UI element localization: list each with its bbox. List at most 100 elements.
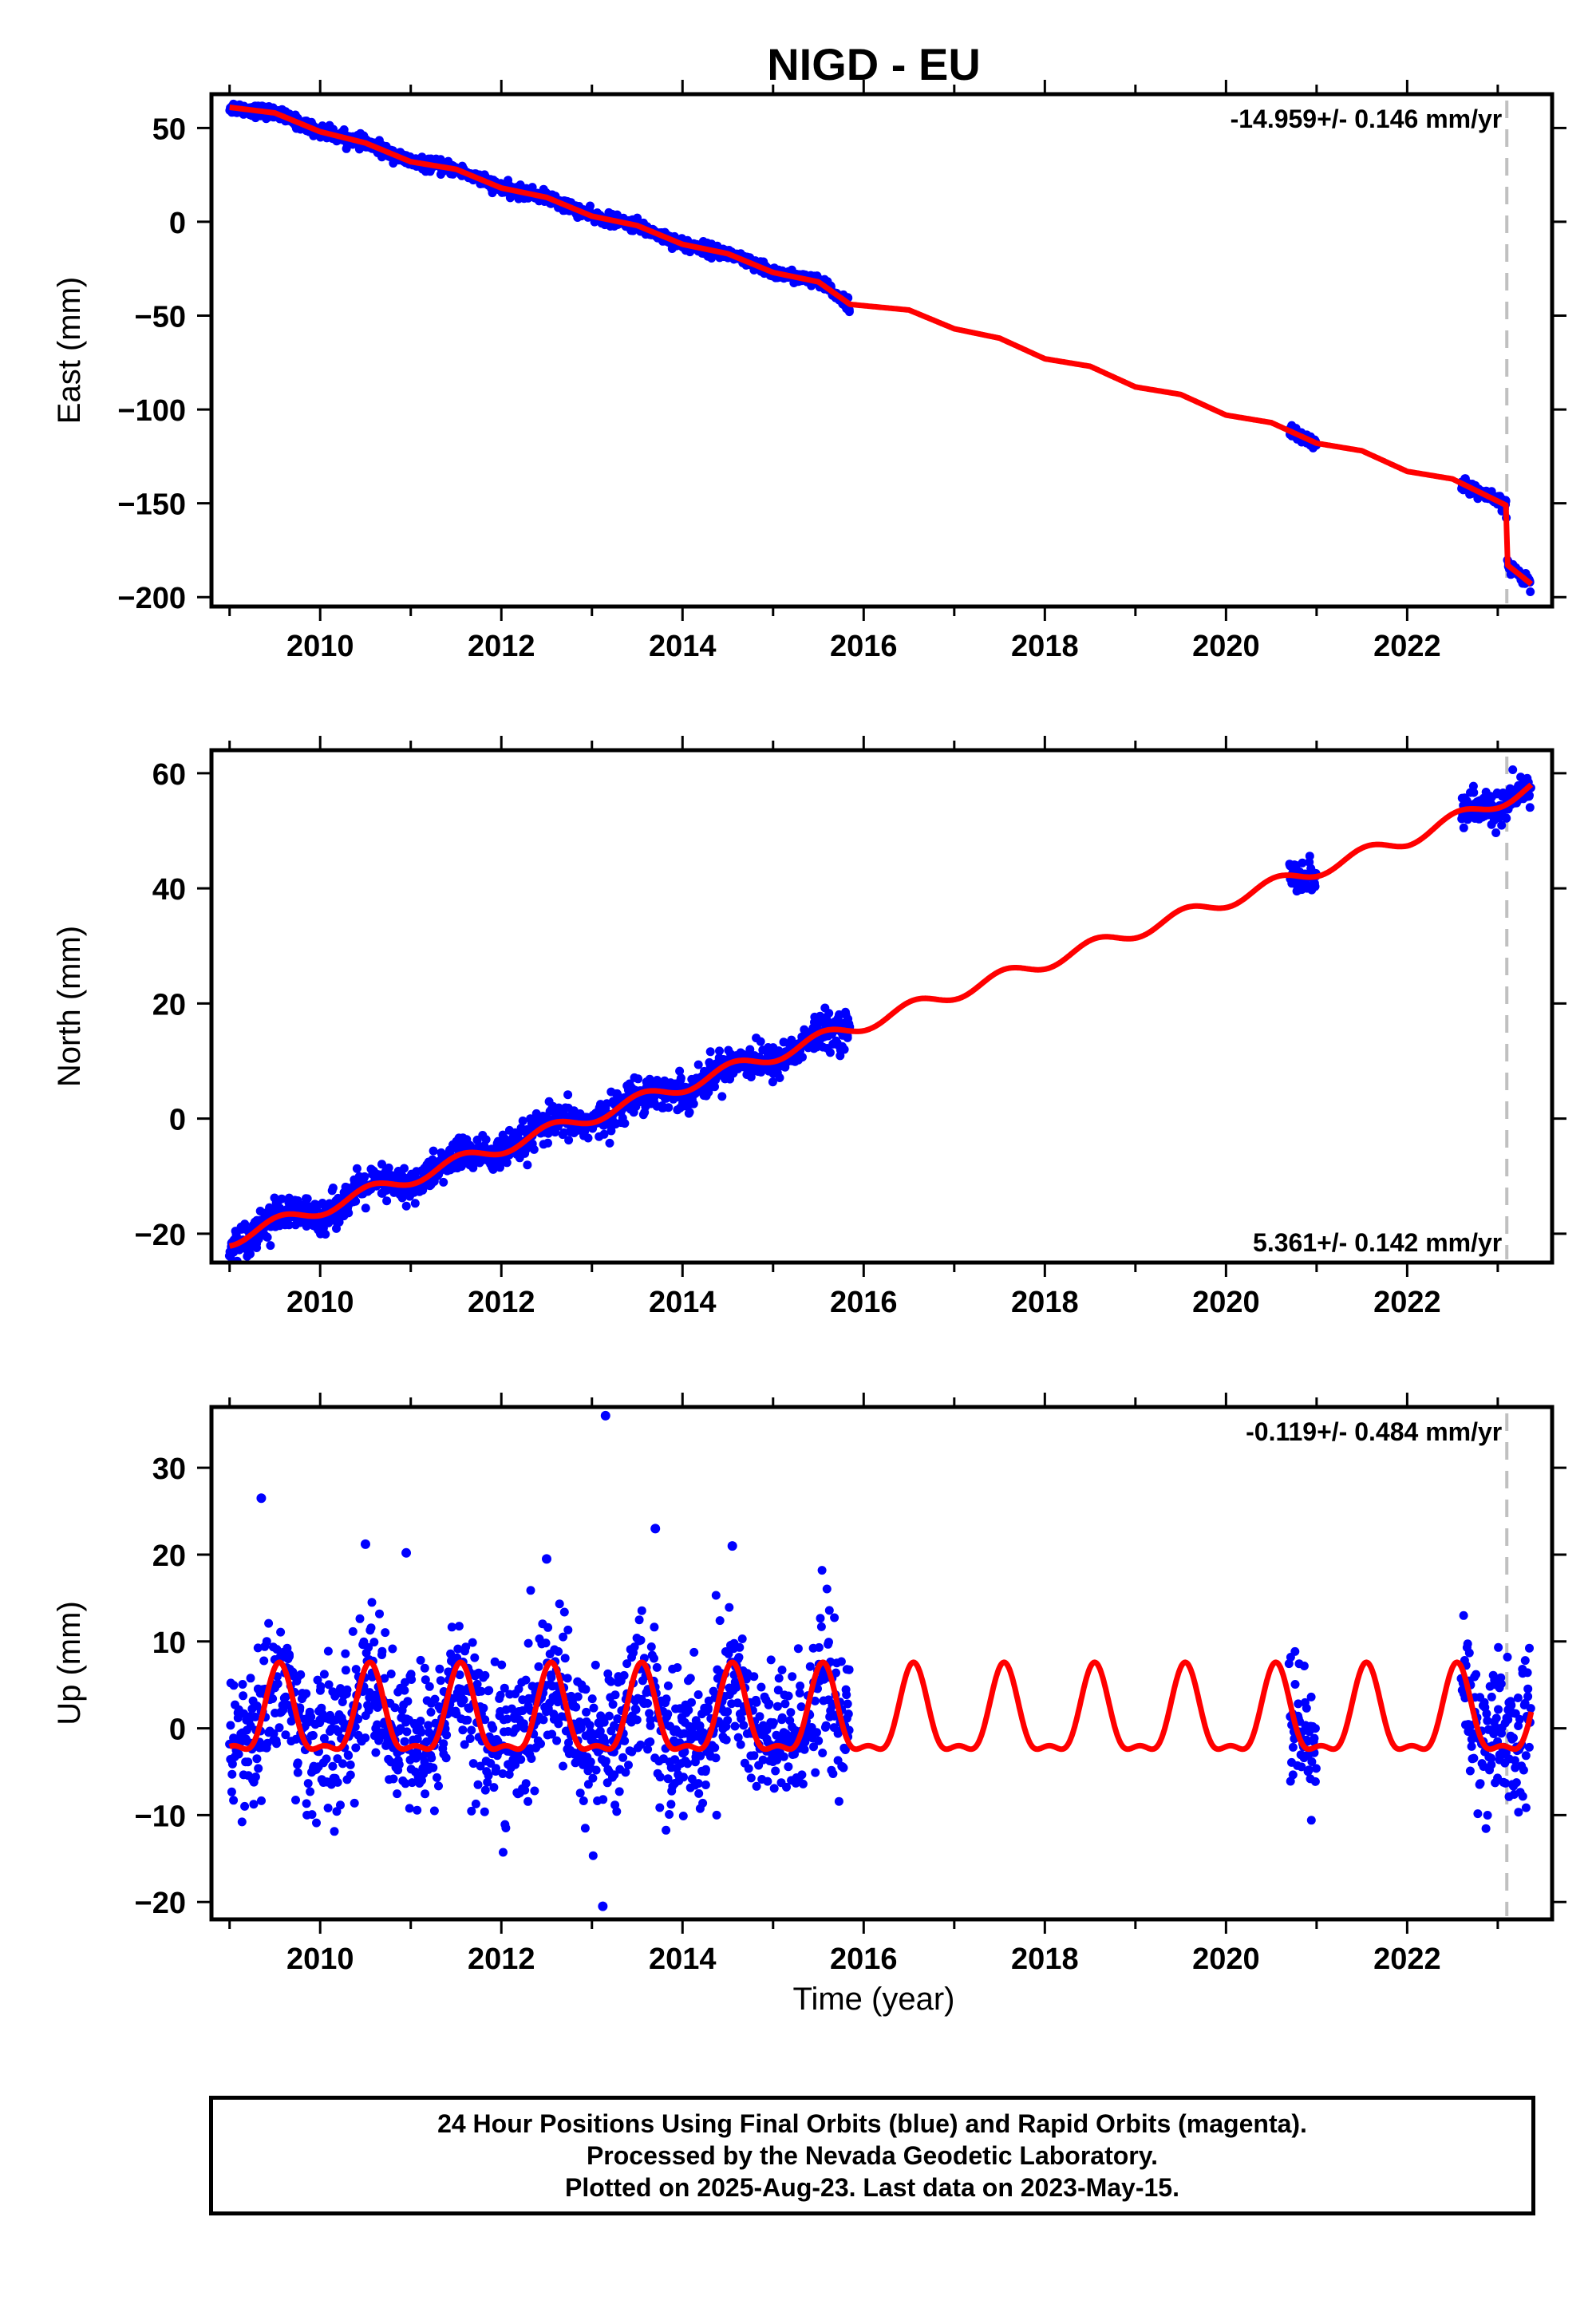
up-point [1288,1770,1298,1780]
up-point [554,1646,563,1656]
up-point [516,1755,526,1765]
north-point [1525,803,1535,812]
up-point [636,1635,646,1645]
up-point [730,1721,740,1731]
up-point [579,1796,588,1805]
up-point [693,1779,703,1788]
up-point [293,1768,302,1777]
up-point [1290,1646,1300,1656]
up-point [786,1708,796,1717]
up-point [1465,1766,1475,1776]
up-point [1463,1639,1472,1649]
north-y-tick-label: 40 [152,873,186,907]
up-point [1521,1803,1531,1812]
up-point [842,1690,851,1700]
north-point [605,1138,614,1148]
north-point [825,1048,835,1057]
north-y-tick-label: 60 [152,758,186,792]
up-point [433,1773,441,1782]
up-point [843,1709,853,1719]
up-x-tick-label: 2014 [649,1943,717,1976]
up-point [834,1796,843,1806]
up-point [1494,1705,1503,1714]
north-point [1310,882,1320,891]
up-point [844,1665,854,1674]
up-point [416,1717,425,1725]
up-point [662,1825,671,1835]
up-point [226,1721,235,1730]
up-point [351,1665,361,1674]
up-point [736,1740,745,1749]
up-point [632,1715,642,1725]
north-frame [209,748,1555,1265]
east-x-tick-label: 2018 [1011,630,1079,663]
up-point [591,1765,601,1775]
up-point [296,1670,306,1679]
up-point [489,1783,499,1792]
up-point [251,1712,260,1721]
up-point [788,1672,797,1682]
up-point [403,1697,413,1706]
north-point [481,1135,491,1144]
up-point [323,1804,333,1812]
up-point [281,1730,290,1740]
north-point [839,1045,849,1054]
north-point [266,1241,275,1251]
up-point [771,1766,780,1776]
up-point [601,1757,610,1766]
up-point [798,1779,808,1788]
up-point [334,1727,343,1737]
up-point [685,1674,695,1683]
north-point [1491,828,1501,837]
east-point [844,305,854,314]
up-point [822,1584,832,1594]
up-point [484,1686,494,1695]
east-x-tick-label: 2012 [468,630,535,663]
north-point [583,1133,593,1143]
north-point [439,1177,448,1187]
east-y-tick-label: 50 [152,113,186,146]
up-point [689,1647,699,1657]
up-point [344,1751,354,1761]
up-point [336,1800,345,1810]
up-point [417,1727,426,1737]
up-point [367,1598,377,1607]
up-point [755,1712,764,1721]
north-point [1469,788,1479,797]
up-point [843,1699,852,1709]
up-point [587,1694,597,1704]
up-point [306,1712,316,1721]
up-point [563,1625,573,1634]
up-point [663,1709,673,1719]
north-y-tick-label: 0 [169,1104,186,1137]
up-point [1310,1777,1320,1786]
up-point [238,1680,247,1689]
up-outlier-point [650,1524,661,1534]
east-model-line [227,105,1534,587]
north-point [328,1184,338,1192]
up-point [805,1662,815,1671]
up-point [777,1713,787,1722]
up-point [316,1682,326,1691]
up-point [341,1666,350,1675]
up-point [322,1754,331,1764]
up-point [749,1751,759,1761]
up-point [559,1761,567,1771]
north-point [599,1129,609,1139]
up-point [591,1660,600,1670]
east-y-tick-label: −50 [135,300,186,334]
up-y-tick-label: −10 [135,1800,186,1833]
up-point [571,1702,581,1712]
up-point [764,1699,774,1709]
up-point [227,1787,236,1796]
up-point [467,1725,476,1735]
up-point [303,1779,313,1788]
up-point [1476,1779,1485,1788]
up-point [655,1773,665,1782]
east-rate-label: -14.959+/- 0.146 mm/yr [1231,105,1503,133]
up-point [598,1795,608,1804]
north-point [564,1136,574,1145]
up-point [237,1817,247,1827]
up-point [793,1644,803,1654]
up-point [291,1796,300,1804]
